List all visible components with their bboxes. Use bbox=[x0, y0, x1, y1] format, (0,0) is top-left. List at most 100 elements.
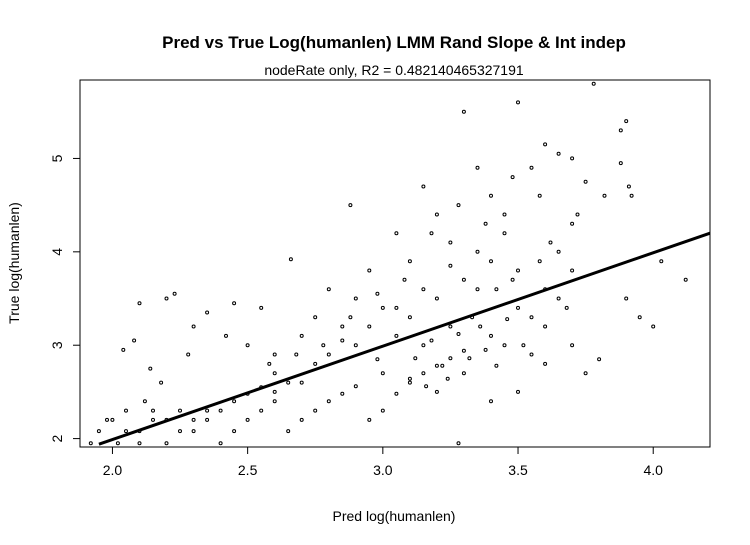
data-point bbox=[556, 249, 561, 254]
data-point bbox=[121, 347, 126, 352]
data-point bbox=[299, 380, 304, 385]
data-point bbox=[489, 399, 493, 404]
data-point bbox=[529, 352, 534, 357]
data-point bbox=[286, 429, 291, 434]
y-axis-label: True log(humanlen) bbox=[6, 202, 22, 324]
data-point bbox=[624, 296, 629, 301]
data-point bbox=[232, 301, 237, 306]
data-point bbox=[448, 324, 453, 329]
data-point bbox=[434, 389, 439, 394]
data-point bbox=[570, 343, 575, 348]
data-point bbox=[394, 333, 399, 338]
data-point bbox=[142, 399, 147, 404]
data-point bbox=[96, 429, 101, 434]
data-point bbox=[618, 161, 623, 166]
data-point bbox=[510, 175, 515, 180]
data-point bbox=[375, 357, 380, 362]
data-point bbox=[299, 417, 304, 422]
data-point bbox=[313, 408, 318, 413]
data-point bbox=[537, 193, 542, 198]
data-point bbox=[448, 240, 453, 245]
data-point bbox=[637, 315, 642, 320]
data-point bbox=[186, 352, 191, 357]
data-point bbox=[326, 352, 331, 357]
data-point bbox=[191, 417, 196, 422]
data-point bbox=[407, 259, 412, 264]
data-point bbox=[178, 408, 182, 413]
data-point bbox=[683, 277, 688, 282]
data-point bbox=[340, 324, 345, 329]
regression-line bbox=[98, 231, 711, 446]
data-point bbox=[434, 363, 439, 368]
data-point bbox=[340, 391, 345, 396]
data-point bbox=[516, 100, 520, 105]
data-point bbox=[407, 315, 412, 320]
data-point bbox=[583, 179, 588, 184]
data-point bbox=[380, 305, 385, 310]
data-point bbox=[529, 165, 534, 170]
data-point bbox=[367, 324, 372, 329]
data-point bbox=[348, 315, 353, 320]
data-point bbox=[172, 291, 177, 296]
data-point bbox=[494, 287, 499, 292]
data-point bbox=[461, 371, 466, 376]
data-point bbox=[489, 193, 493, 198]
data-point bbox=[516, 389, 520, 394]
data-point bbox=[178, 429, 182, 434]
data-point bbox=[245, 417, 250, 422]
data-point bbox=[367, 268, 372, 273]
data-point bbox=[597, 357, 602, 362]
data-point bbox=[489, 333, 493, 338]
data-point bbox=[413, 356, 418, 361]
data-point bbox=[137, 301, 142, 306]
data-point bbox=[326, 399, 331, 404]
data-point bbox=[294, 352, 299, 357]
data-point bbox=[556, 151, 561, 156]
data-point bbox=[313, 315, 318, 320]
data-point bbox=[132, 338, 137, 343]
y-tick-label: 3 bbox=[49, 341, 65, 349]
data-point bbox=[375, 291, 380, 296]
data-point bbox=[489, 259, 493, 264]
chart-subtitle: nodeRate only, R2 = 0.482140465327191 bbox=[264, 62, 524, 78]
data-point bbox=[461, 277, 466, 282]
data-point bbox=[602, 193, 607, 198]
data-point bbox=[461, 348, 466, 353]
data-point bbox=[205, 310, 210, 315]
data-point bbox=[429, 231, 434, 236]
data-point bbox=[543, 361, 548, 366]
data-point bbox=[651, 324, 656, 329]
x-tick-label: 2.5 bbox=[238, 462, 258, 478]
x-axis: 2.0 2.5 3.0 3.5 4.0 bbox=[103, 446, 663, 478]
data-point bbox=[521, 343, 526, 348]
data-points bbox=[88, 81, 688, 446]
data-point bbox=[191, 429, 196, 434]
data-point bbox=[159, 380, 164, 385]
data-point bbox=[456, 441, 461, 446]
data-point bbox=[448, 356, 453, 361]
data-point bbox=[151, 408, 155, 413]
data-point bbox=[475, 165, 480, 170]
data-point bbox=[124, 408, 128, 413]
data-point bbox=[353, 384, 358, 389]
data-point bbox=[421, 184, 426, 189]
data-point bbox=[272, 371, 277, 376]
data-point bbox=[105, 417, 109, 422]
data-point bbox=[380, 371, 385, 376]
data-point bbox=[259, 408, 264, 413]
data-point bbox=[137, 441, 142, 446]
data-point bbox=[548, 240, 553, 245]
data-point bbox=[434, 212, 439, 217]
data-point bbox=[483, 221, 488, 226]
data-point bbox=[267, 361, 272, 366]
data-point bbox=[502, 212, 507, 217]
data-point bbox=[543, 324, 548, 329]
data-point bbox=[110, 417, 115, 422]
data-point bbox=[380, 408, 385, 413]
y-tick-label: 2 bbox=[49, 434, 65, 442]
data-point bbox=[445, 376, 450, 381]
data-point bbox=[624, 119, 629, 124]
data-point bbox=[537, 259, 542, 264]
data-point bbox=[288, 257, 293, 262]
